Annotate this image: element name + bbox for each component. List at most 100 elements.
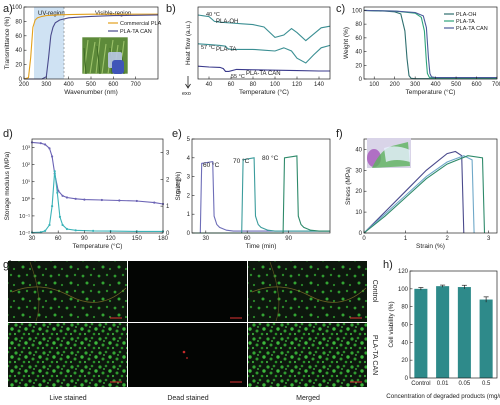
x-tick-label: 200 [19, 82, 30, 88]
y-tick-label: 0 [19, 77, 23, 83]
y-axis-label: Storage modulus (MPa) [4, 152, 11, 221]
y-tick-label: 100 [352, 8, 363, 14]
panel-h-plot: Control 0.01 0.05 0.5 0 20 40 60 80 100 120 Concent… [386, 269, 500, 400]
y-tick-label: 10³ [22, 146, 30, 152]
series-label-pla-ta-can: PLA-TA CAN [246, 71, 281, 77]
panel-b-plot: 40 60 80 100 120 140 Temperature (°C) Heat flow… [185, 6, 331, 96]
panel-a-plot: 200 300 400 500 600 700 0 20 40 60 80 100 Wavenumber… [4, 5, 159, 96]
x-tick-label: 100 [369, 82, 380, 88]
panel-a: a) UV-region Visible-region 200 300 400 500… [3, 3, 162, 96]
panel-d-plot: 30 60 90 120 150 180 10⁻² 10⁻¹ 10⁰ 10¹ 10² 10³ 0 1 2 3 T… [4, 138, 181, 250]
bar [479, 299, 493, 378]
storage-modulus-point [83, 198, 86, 201]
stress-strain-curve [363, 155, 475, 234]
y-axis-label: Heat flow (a.u.) [185, 21, 192, 65]
x-tick-label: 80 [250, 82, 257, 88]
tan-delta-point [50, 205, 54, 208]
transmittance-line [24, 14, 159, 80]
y-tick-label: 60 [355, 36, 362, 42]
tan-delta-point [44, 229, 47, 232]
x-tick-label: 100 [270, 82, 281, 88]
x-tick-label: 0.05 [459, 381, 471, 387]
x-tick-label: 90 [285, 236, 292, 242]
panel-e-plot: 30 60 90 0 1 2 3 4 5 Time (min) Strain (%) [175, 137, 331, 250]
y-tick-label: 1 [187, 212, 191, 218]
storage-modulus-line [31, 141, 164, 205]
uv-region-band [34, 7, 64, 79]
x-tick-label: 180 [158, 236, 169, 242]
dsc-curve [197, 43, 331, 64]
x-tick-label: 140 [314, 82, 325, 88]
y-tick-label: 40 [401, 340, 408, 346]
x-tick-label: 600 [472, 82, 483, 88]
y-tick-label: 10⁰ [22, 196, 31, 203]
column-label-dead: Dead stained [167, 395, 208, 402]
x-tick-label: 0.01 [437, 381, 449, 387]
storage-modulus-point [50, 155, 54, 158]
x-tick-label: 200 [390, 82, 401, 88]
bar [436, 286, 450, 378]
axes-frame [363, 138, 498, 234]
y-tick-label: 0 [405, 376, 409, 382]
x-tick-label: 40 [206, 82, 213, 88]
axes-frame [31, 138, 164, 234]
panel-f-label: f) [336, 128, 343, 140]
panel-c-plot: 100 200 300 400 500 600 700 0 20 40 60 80 100 Tempera… [343, 6, 500, 96]
y-tick-label: 100 [12, 5, 23, 11]
x-tick-label: Control [411, 381, 430, 387]
series-label-70c: 70 °C [233, 157, 250, 165]
x-tick-label: 120 [106, 236, 117, 242]
x-tick-label: 30 [29, 236, 36, 242]
y-tick-label: 30 [355, 168, 362, 174]
y-tick-label: 0 [359, 231, 363, 237]
x-axis-label: Temperature (°C) [406, 88, 456, 96]
x-tick-label: 3 [487, 236, 491, 242]
tan-delta-point [53, 170, 56, 173]
x-tick-label: 2 [445, 236, 449, 242]
legend-label: Commercial PLA [120, 21, 162, 27]
y-tick-label: 80 [15, 19, 22, 25]
x-tick-label: 30 [202, 236, 209, 242]
x-tick-label: 400 [431, 82, 442, 88]
tga-curve [363, 9, 497, 79]
x-tick-label: 300 [410, 82, 421, 88]
x-tick-label: 90 [81, 236, 88, 242]
x-tick-label: 300 [41, 82, 52, 88]
y2-axis-label: Tan δ [174, 178, 181, 194]
y-tick-label: 40 [355, 50, 362, 56]
panel-h: h) Control 0.01 0.05 0.5 0 20 40 60 80 100 120 Conc… [383, 259, 500, 400]
creep-recovery-curve [192, 160, 330, 234]
x-axis-label: Time (min) [246, 243, 277, 250]
storage-modulus-point [44, 143, 47, 146]
x-tick-label: 150 [132, 236, 143, 242]
y-tick-label: 5 [187, 137, 191, 143]
series-label-pla-ta: PLA-TA [216, 47, 237, 53]
axes-frame [191, 138, 331, 234]
panel-g-label: g) [3, 259, 13, 271]
panel-a-label: a) [3, 3, 13, 15]
x-tick-label: 60 [55, 236, 62, 242]
y-tick-label: 60 [15, 34, 22, 40]
x-axis-label: Temperature (°C) [73, 242, 123, 250]
legend-c: PLA-OH PLA-TA PLA-TA CAN [444, 12, 488, 32]
tg-annotation-pla-oh: 40 °C [206, 12, 220, 18]
exo-label: exo [182, 91, 191, 97]
y-tick-label: 20 [15, 63, 22, 69]
y-tick-label: 40 [355, 147, 362, 153]
micrograph-pla-ta-can-live [8, 323, 127, 387]
y-axis-label: Weight (%) [343, 27, 350, 59]
uv-region-label: UV-region [38, 11, 65, 17]
x-axis-label: Concentration of degraded products (mg/m… [386, 393, 500, 400]
bar [414, 288, 428, 378]
tan-delta-point [92, 229, 95, 232]
storage-modulus-point [153, 201, 156, 204]
series-label-80c: 80 °C [262, 154, 279, 162]
legend-a: Commercial PLA PLA-TA CAN [108, 21, 162, 35]
transmittance-line [23, 13, 158, 80]
micrograph-pla-ta-can-dead [128, 323, 247, 387]
x-tick-label: 500 [451, 82, 462, 88]
column-label-live: Live stained [49, 395, 86, 402]
